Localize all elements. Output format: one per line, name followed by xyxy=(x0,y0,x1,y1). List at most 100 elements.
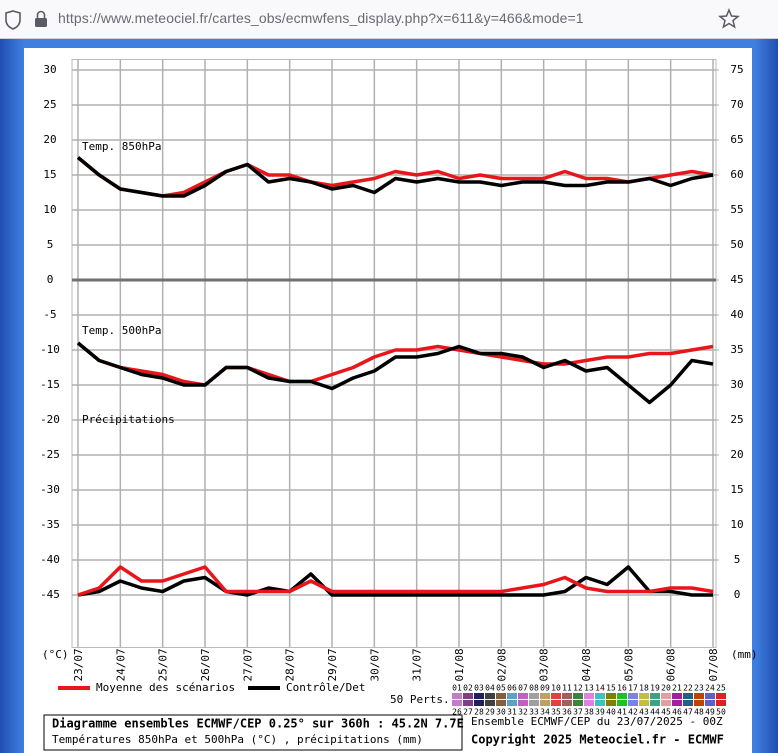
pert-swatch xyxy=(672,700,682,706)
y-label: (°C) xyxy=(42,648,69,661)
pert-label: 40 xyxy=(606,708,616,717)
pert-swatch xyxy=(573,700,583,706)
pert-swatch xyxy=(551,693,561,699)
pert-label: 05 xyxy=(496,684,506,693)
x-tick-label: 27/07 xyxy=(241,648,254,681)
pert-swatch xyxy=(650,700,660,706)
x-tick-label: 28/07 xyxy=(284,648,297,681)
pert-swatch xyxy=(485,700,495,706)
footer-subtitle: Températures 850hPa et 500hPa (°C) , pré… xyxy=(52,733,423,746)
annotation: Temp. 850hPa xyxy=(82,140,161,153)
pert-label: 11 xyxy=(562,684,572,693)
pert-swatch xyxy=(639,700,649,706)
x-tick-label: 31/07 xyxy=(411,648,424,681)
y-tick-label: -40 xyxy=(40,553,60,566)
y-tick-label: 5 xyxy=(47,238,54,251)
y2-tick-label: 5 xyxy=(734,553,741,566)
y2-tick-label: 65 xyxy=(730,133,743,146)
y-tick-label: -10 xyxy=(40,343,60,356)
lock-shackle xyxy=(36,10,46,18)
perts-title: 50 Perts. xyxy=(390,693,450,706)
y-tick-label: 0 xyxy=(47,273,54,286)
pert-label: 18 xyxy=(639,684,649,693)
pert-swatch xyxy=(463,700,473,706)
pert-label: 36 xyxy=(562,708,572,717)
x-tick-label: 07/08 xyxy=(707,648,720,681)
pert-swatch xyxy=(661,693,671,699)
pert-swatch xyxy=(452,700,462,706)
pert-label: 43 xyxy=(639,708,649,717)
pert-swatch xyxy=(705,700,715,706)
y2-tick-label: 55 xyxy=(730,203,743,216)
pert-swatch xyxy=(683,693,693,699)
pert-swatch xyxy=(518,693,528,699)
lock-icon[interactable] xyxy=(35,18,47,27)
pert-swatch xyxy=(650,693,660,699)
pert-swatch xyxy=(474,700,484,706)
pert-swatch xyxy=(595,700,605,706)
x-tick-label: 23/07 xyxy=(72,648,85,681)
y-tick-label: 30 xyxy=(43,63,56,76)
shield-icon[interactable] xyxy=(5,10,21,30)
series-line xyxy=(77,565,714,597)
pert-label: 15 xyxy=(606,684,616,693)
x-tick-label: 04/08 xyxy=(580,648,593,681)
pert-label: 02 xyxy=(463,684,473,693)
browser-bar: https://www.meteociel.fr/cartes_obs/ecmw… xyxy=(0,0,778,39)
x-tick-label: 02/08 xyxy=(495,648,508,681)
pert-label: 21 xyxy=(672,684,682,693)
pert-label: 04 xyxy=(485,684,495,693)
y2-label: (mm) xyxy=(731,648,758,661)
pert-swatch xyxy=(529,693,539,699)
pert-label: 03 xyxy=(474,684,484,693)
pert-label: 44 xyxy=(650,708,660,717)
y2-tick-label: 0 xyxy=(734,588,741,601)
series-line xyxy=(76,341,714,405)
star-icon[interactable] xyxy=(718,8,740,29)
pert-label: 37 xyxy=(573,708,583,717)
pert-label: 28 xyxy=(474,708,484,717)
pert-label: 49 xyxy=(705,708,715,717)
pert-label: 46 xyxy=(672,708,682,717)
pert-swatch xyxy=(639,693,649,699)
legend-label: Moyenne des scénarios xyxy=(96,681,235,694)
y-tick-label: 10 xyxy=(43,203,56,216)
plot-frame xyxy=(71,59,717,648)
x-tick-label: 25/07 xyxy=(157,648,170,681)
pert-label: 31 xyxy=(507,708,517,717)
pert-label: 22 xyxy=(683,684,693,693)
pert-swatch xyxy=(463,693,473,699)
y-tick-label: -35 xyxy=(40,518,60,531)
y2-tick-label: 75 xyxy=(730,63,743,76)
y2-tick-label: 15 xyxy=(730,483,743,496)
pert-swatch xyxy=(573,693,583,699)
pert-swatch xyxy=(474,693,484,699)
pert-swatch xyxy=(507,693,517,699)
pert-label: 38 xyxy=(584,708,594,717)
x-tick-label: 24/07 xyxy=(114,648,127,681)
pert-label: 23 xyxy=(694,684,704,693)
series-line xyxy=(76,156,714,198)
pert-swatch xyxy=(507,700,517,706)
pert-label: 34 xyxy=(540,708,550,717)
pert-label: 33 xyxy=(529,708,539,717)
url[interactable]: https://www.meteociel.fr/cartes_obs/ecmw… xyxy=(58,10,584,26)
pert-label: 20 xyxy=(661,684,671,693)
annotation: Précipitations xyxy=(82,413,175,426)
pert-label: 35 xyxy=(551,708,561,717)
pert-swatch xyxy=(628,700,638,706)
y2-tick-label: 50 xyxy=(730,238,743,251)
pert-swatch xyxy=(628,693,638,699)
star[interactable] xyxy=(716,0,746,38)
y2-tick-label: 25 xyxy=(730,413,743,426)
pert-label: 41 xyxy=(617,708,627,717)
pert-swatch xyxy=(716,693,726,699)
y2-tick-label: 30 xyxy=(730,378,743,391)
pert-swatch xyxy=(540,693,550,699)
y2-tick-label: 70 xyxy=(730,98,743,111)
pert-label: 13 xyxy=(584,684,594,693)
x-tick-label: 30/07 xyxy=(368,648,381,681)
pert-label: 10 xyxy=(551,684,561,693)
pert-swatch xyxy=(551,700,561,706)
pert-swatch xyxy=(716,700,726,706)
